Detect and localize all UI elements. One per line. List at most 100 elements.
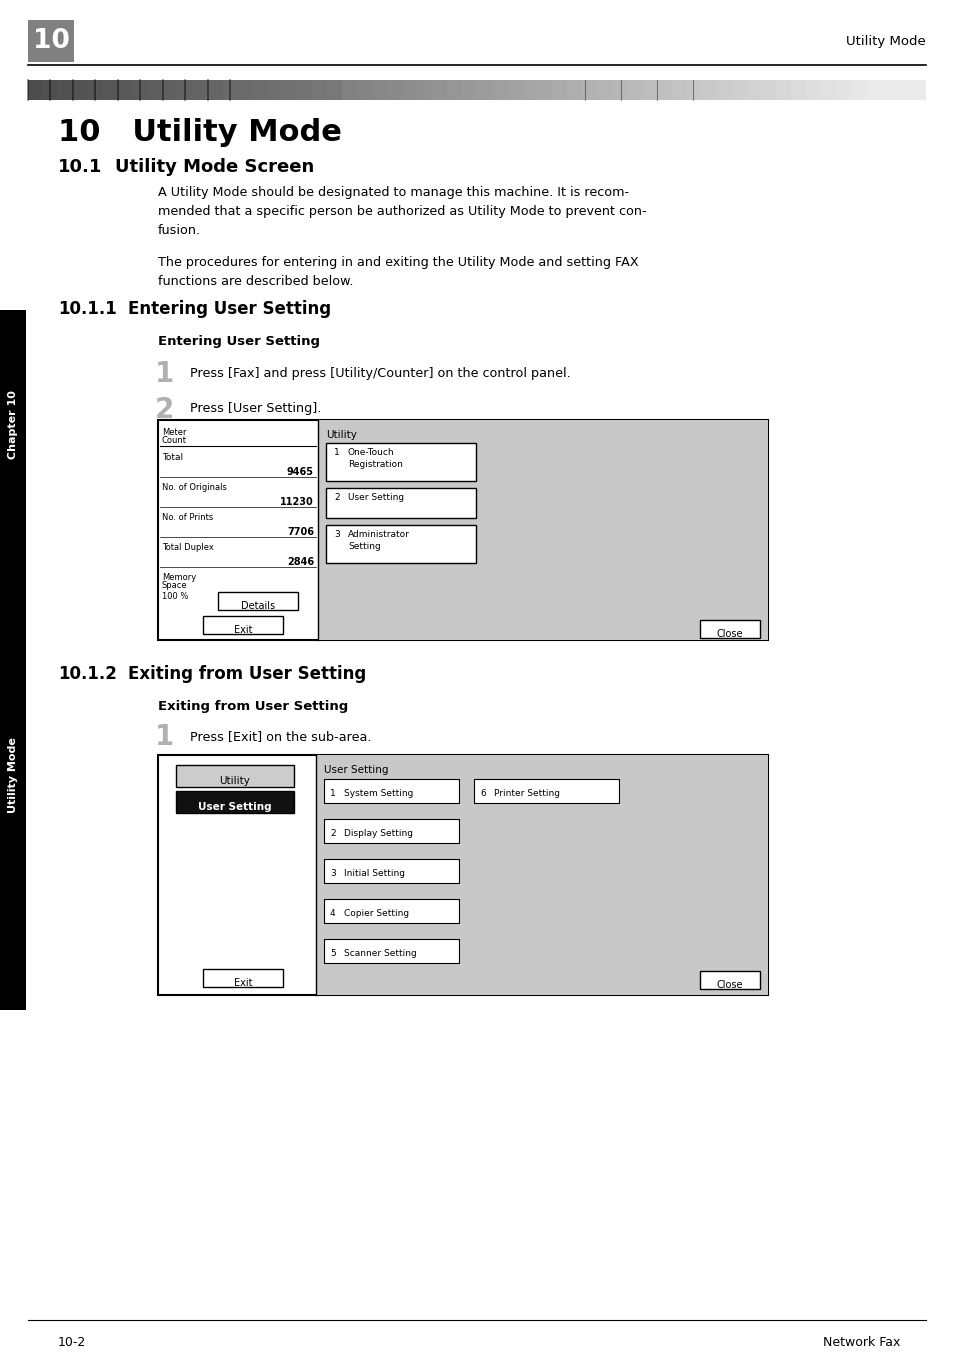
Bar: [326, 525, 476, 562]
Text: 10.1: 10.1: [58, 158, 102, 176]
Text: Display Setting: Display Setting: [344, 829, 413, 838]
Bar: [686, 80, 700, 100]
Text: 3: 3: [334, 530, 339, 539]
Bar: [342, 80, 356, 100]
Bar: [521, 80, 537, 100]
Bar: [203, 617, 283, 634]
Text: 11230: 11230: [280, 498, 314, 507]
Bar: [416, 80, 432, 100]
Text: Utility: Utility: [219, 776, 251, 786]
Bar: [356, 80, 372, 100]
Bar: [132, 80, 148, 100]
Bar: [910, 80, 925, 100]
Text: Network Fax: Network Fax: [821, 1336, 899, 1349]
Text: One-Touch: One-Touch: [348, 448, 395, 457]
Bar: [850, 80, 865, 100]
Bar: [566, 80, 581, 100]
Text: 6: 6: [479, 790, 485, 798]
Text: 10: 10: [32, 28, 70, 54]
Bar: [656, 80, 671, 100]
Bar: [148, 80, 163, 100]
Text: Memory: Memory: [162, 573, 196, 581]
Text: Chapter 10: Chapter 10: [8, 391, 18, 460]
Text: Printer Setting: Printer Setting: [494, 790, 559, 798]
Text: 1: 1: [334, 448, 339, 457]
Bar: [326, 488, 476, 518]
Text: User Setting: User Setting: [348, 493, 404, 502]
Text: Exiting from User Setting: Exiting from User Setting: [128, 665, 366, 683]
Text: 2: 2: [334, 493, 339, 502]
Bar: [312, 80, 327, 100]
Text: 4: 4: [330, 909, 335, 918]
Bar: [88, 80, 103, 100]
Text: 2846: 2846: [287, 557, 314, 566]
Bar: [324, 819, 458, 844]
Text: Utility Mode Screen: Utility Mode Screen: [115, 158, 314, 176]
Text: Close: Close: [716, 980, 742, 990]
Bar: [222, 80, 237, 100]
Bar: [317, 420, 767, 639]
Text: The procedures for entering in and exiting the Utility Mode and setting FAX
func: The procedures for entering in and exiti…: [158, 256, 638, 288]
Bar: [267, 80, 282, 100]
Bar: [551, 80, 566, 100]
Text: Count: Count: [162, 435, 187, 445]
Text: 10   Utility Mode: 10 Utility Mode: [58, 118, 341, 147]
Bar: [865, 80, 881, 100]
Bar: [760, 80, 776, 100]
Bar: [158, 754, 767, 995]
Bar: [117, 80, 132, 100]
Bar: [372, 80, 387, 100]
Bar: [461, 80, 476, 100]
Bar: [177, 80, 193, 100]
Text: Utility Mode: Utility Mode: [8, 737, 18, 813]
Bar: [163, 80, 177, 100]
Bar: [581, 80, 597, 100]
Text: User Setting: User Setting: [198, 802, 272, 813]
Bar: [193, 80, 208, 100]
Bar: [641, 80, 656, 100]
Text: Utility Mode: Utility Mode: [845, 35, 925, 47]
Text: A Utility Mode should be designated to manage this machine. It is recom-
mended : A Utility Mode should be designated to m…: [158, 187, 646, 237]
Text: Registration: Registration: [348, 460, 402, 469]
Bar: [447, 80, 461, 100]
Bar: [700, 621, 760, 638]
Text: 1: 1: [330, 790, 335, 798]
Text: Copier Setting: Copier Setting: [344, 909, 409, 918]
Bar: [731, 80, 745, 100]
Text: 10.1.2: 10.1.2: [58, 665, 117, 683]
Bar: [836, 80, 850, 100]
Bar: [671, 80, 686, 100]
Bar: [218, 592, 297, 610]
Text: Total Duplex: Total Duplex: [162, 544, 213, 552]
Text: Administrator: Administrator: [348, 530, 410, 539]
Text: 2: 2: [330, 829, 335, 838]
Bar: [790, 80, 805, 100]
Text: 1: 1: [154, 723, 174, 750]
Text: 5: 5: [330, 949, 335, 959]
Bar: [324, 940, 458, 963]
Text: 7706: 7706: [287, 527, 314, 537]
Bar: [315, 754, 767, 995]
Bar: [611, 80, 626, 100]
Text: 1: 1: [154, 360, 174, 388]
Bar: [103, 80, 117, 100]
Bar: [506, 80, 521, 100]
Bar: [597, 80, 611, 100]
Text: Exit: Exit: [233, 977, 252, 988]
Bar: [175, 791, 294, 813]
Text: No. of Prints: No. of Prints: [162, 512, 213, 522]
Bar: [324, 779, 458, 803]
Bar: [432, 80, 447, 100]
Text: Setting: Setting: [348, 542, 380, 552]
Text: Entering User Setting: Entering User Setting: [128, 300, 331, 318]
Text: Utility: Utility: [326, 430, 356, 439]
Bar: [208, 80, 222, 100]
Bar: [476, 80, 492, 100]
Bar: [237, 80, 253, 100]
Bar: [387, 80, 402, 100]
Bar: [0, 539, 26, 1010]
Text: No. of Originals: No. of Originals: [162, 483, 227, 492]
Bar: [776, 80, 790, 100]
Text: Details: Details: [241, 602, 274, 611]
Text: 10-2: 10-2: [58, 1336, 86, 1349]
